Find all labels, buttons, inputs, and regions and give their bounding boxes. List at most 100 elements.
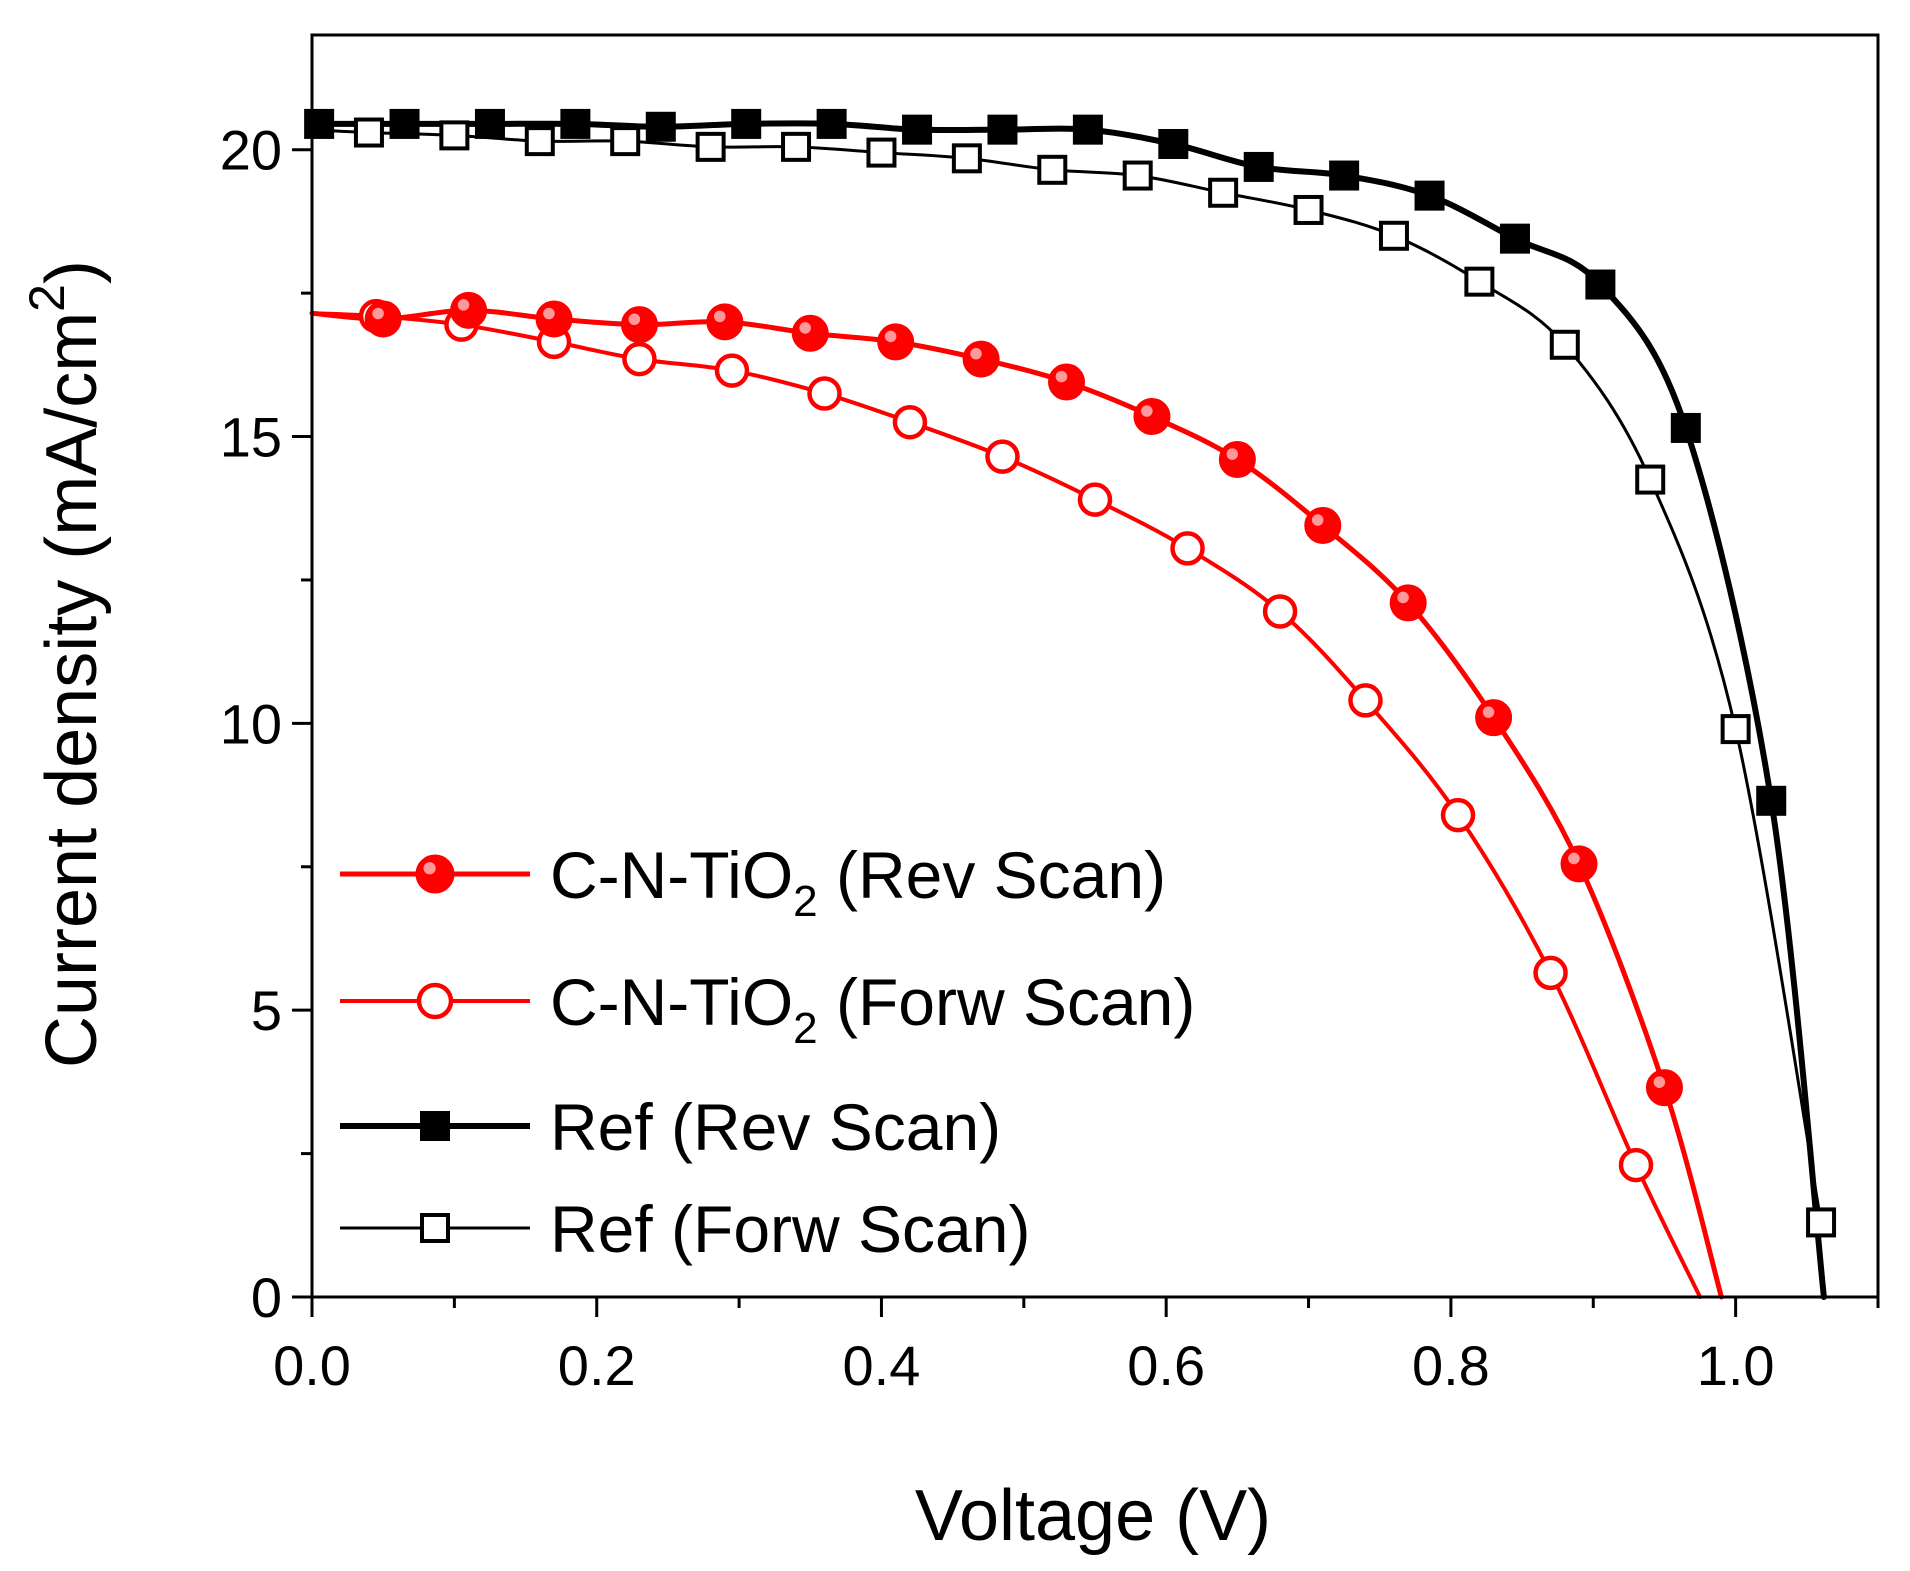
data-point-s0-3-highlight: [628, 313, 641, 326]
data-point-s0-1-highlight: [457, 299, 470, 311]
data-point-s1-12: [1440, 797, 1476, 833]
y-tick-label: 0: [251, 1266, 282, 1329]
data-point-s1-6: [892, 404, 928, 440]
data-point-s0-5-highlight: [799, 322, 811, 334]
data-point-s2-0: [304, 108, 335, 139]
data-point-s0-7: [962, 340, 1000, 378]
y-tick-label: 10: [220, 692, 282, 755]
data-point-s3-0: [353, 117, 384, 148]
data-point-s0-13: [1475, 699, 1513, 737]
data-point-s0-0-fill: [364, 300, 402, 338]
data-point-s2-11: [1243, 151, 1274, 182]
data-point-s2-12: [1329, 160, 1360, 191]
data-point-s2-6: [816, 108, 847, 139]
data-point-s0-11: [1304, 506, 1342, 544]
data-point-s3-16: [1720, 714, 1751, 745]
data-point-s0-7-fill: [962, 340, 1000, 378]
x-axis-ticks: 0.0 0.2 0.4 0.6 0.8 1.0: [273, 1297, 1880, 1397]
y-tick-label: 5: [251, 979, 282, 1042]
legend: C-N-TiO2 (Rev Scan)C-N-TiO 2 (Forw Scan) R…: [340, 838, 1195, 1266]
data-point-s1-11: [1348, 683, 1383, 718]
data-point-s2-9: [1072, 114, 1103, 145]
plot-frame: [310, 33, 1880, 1299]
data-point-s0-3: [620, 306, 658, 344]
data-point-s0-14-highlight: [1568, 852, 1580, 865]
data-point-s0-8-fill: [1048, 363, 1086, 401]
y-tick-label: 20: [220, 119, 282, 182]
data-point-s3-8: [1037, 154, 1068, 185]
data-point-s0-4-highlight: [713, 310, 726, 323]
data-point-s0-10: [1218, 440, 1256, 478]
data-point-s0-7-highlight: [970, 347, 982, 360]
data-point-s1-10: [1262, 594, 1298, 629]
data-point-s0-15-highlight: [1653, 1076, 1666, 1088]
data-point-s1-9: [1170, 531, 1205, 566]
data-point-s0-4: [706, 303, 744, 341]
legend-label-main: Ref (Forw Scan): [550, 1192, 1030, 1266]
legend-label-rest: (Rev Scan): [818, 838, 1166, 912]
legend-label: Ref (Rev Scan): [550, 1090, 1001, 1164]
data-point-s2-8: [987, 114, 1018, 145]
legend-label-rest: (Forw Scan): [818, 965, 1196, 1039]
data-point-s0-2: [535, 300, 573, 338]
data-point-s0-12: [1389, 584, 1427, 622]
data-point-s0-8: [1048, 363, 1086, 401]
data-point-s2-15: [1585, 269, 1616, 300]
data-point-s2-7: [902, 114, 933, 145]
data-point-s0-13-highlight: [1482, 706, 1495, 718]
data-point-s1-4: [714, 353, 750, 388]
data-point-s0-10-highlight: [1226, 448, 1239, 460]
data-point-s1-14: [1618, 1147, 1654, 1183]
data-point-s3-5: [781, 131, 812, 162]
data-point-s2-10: [1158, 128, 1189, 159]
legend-marker-1: [416, 982, 454, 1020]
plot-border: [310, 33, 1880, 1299]
data-point-s3-3: [610, 126, 641, 157]
legend-entry-2: Ref (Rev Scan): [340, 1090, 1001, 1164]
data-point-s0-11-fill: [1304, 506, 1342, 544]
x-tick-label: 0.6: [1127, 1334, 1205, 1397]
data-point-s0-10-fill: [1218, 440, 1256, 478]
data-point-s1-3: [622, 341, 657, 377]
data-point-s0-8-highlight: [1055, 370, 1068, 383]
data-point-s3-2: [524, 126, 555, 157]
data-point-s0-6-fill: [877, 323, 915, 361]
data-point-s0-14-fill: [1560, 845, 1598, 883]
data-point-s2-13: [1414, 180, 1445, 211]
legend-marker-3: [420, 1213, 450, 1243]
data-point-s3-6: [866, 137, 897, 168]
data-point-s2-2: [474, 108, 505, 139]
legend-entry-0: C-N-TiO2 (Rev Scan): [340, 838, 1166, 926]
data-point-s2-16: [1670, 412, 1701, 443]
data-point-s3-12: [1378, 220, 1409, 251]
data-point-s0-12-highlight: [1397, 591, 1409, 604]
data-point-s0-1: [450, 291, 488, 329]
y-axis-title-sup: 2: [19, 284, 75, 312]
data-point-s2-5: [731, 108, 762, 139]
data-point-s2-17: [1756, 785, 1787, 816]
x-axis-title: Voltage (V): [915, 1476, 1271, 1556]
legend-label-sub: 2: [793, 1004, 817, 1053]
data-point-s1-7: [985, 439, 1020, 474]
data-point-s3-10: [1208, 177, 1239, 208]
y-tick-label: 15: [220, 406, 282, 469]
x-tick-label: 0.4: [843, 1334, 921, 1397]
data-point-s0-4-fill: [706, 303, 744, 341]
data-point-s2-4: [645, 111, 676, 142]
data-point-s0-11-highlight: [1311, 514, 1324, 526]
data-point-s3-9: [1122, 160, 1153, 191]
data-point-s3-13: [1464, 266, 1495, 297]
data-point-s3-4: [695, 131, 726, 162]
y-axis-ticks: 0 5 10 15 20: [220, 119, 312, 1329]
data-point-s0-2-fill: [535, 300, 573, 338]
data-point-s0-0: [364, 300, 402, 338]
data-point-s3-15: [1635, 464, 1666, 495]
data-point-s0-9-highlight: [1141, 405, 1153, 417]
data-point-s3-1: [439, 120, 470, 151]
legend-label-main: C-N-TiO: [550, 838, 793, 912]
data-point-s0-5: [791, 314, 829, 352]
data-point-s0-2-highlight: [543, 307, 555, 320]
data-point-s2-3: [560, 108, 591, 139]
data-point-s0-14: [1560, 845, 1598, 883]
